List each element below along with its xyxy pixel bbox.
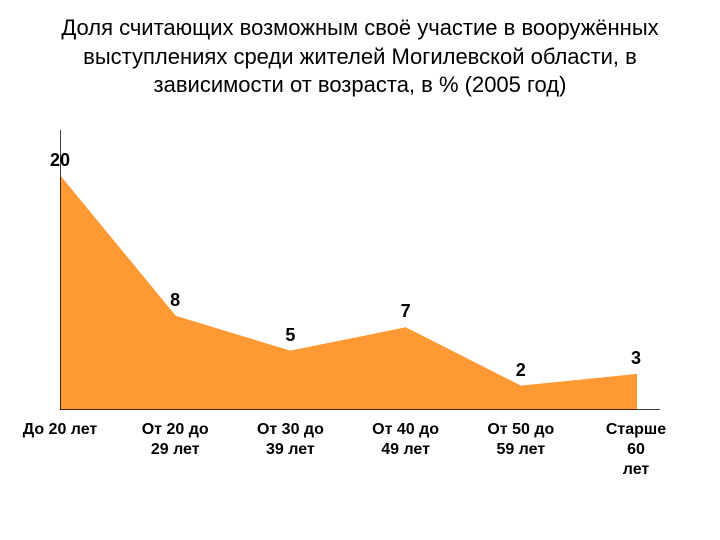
chart-plot-area	[60, 130, 660, 410]
area-series	[60, 177, 636, 410]
x-axis-label: От 20 до 29 лет	[142, 420, 209, 460]
chart-title: Доля считающих возможным своё участие в …	[0, 0, 720, 106]
data-label: 20	[50, 150, 70, 171]
area-chart-svg	[60, 130, 660, 410]
x-axis-label: От 50 до 59 лет	[487, 420, 554, 460]
x-axis-label: Старше 60 лет	[606, 420, 666, 480]
data-label: 2	[516, 360, 526, 381]
x-axis-label: От 40 до 49 лет	[372, 420, 439, 460]
data-label: 8	[170, 290, 180, 311]
data-label: 5	[285, 325, 295, 346]
data-label: 7	[401, 301, 411, 322]
x-axis-labels: До 20 летОт 20 до 29 летОт 30 до 39 летО…	[60, 420, 680, 520]
x-axis-label: До 20 лет	[23, 420, 98, 440]
data-label: 3	[631, 348, 641, 369]
x-axis-label: От 30 до 39 лет	[257, 420, 324, 460]
